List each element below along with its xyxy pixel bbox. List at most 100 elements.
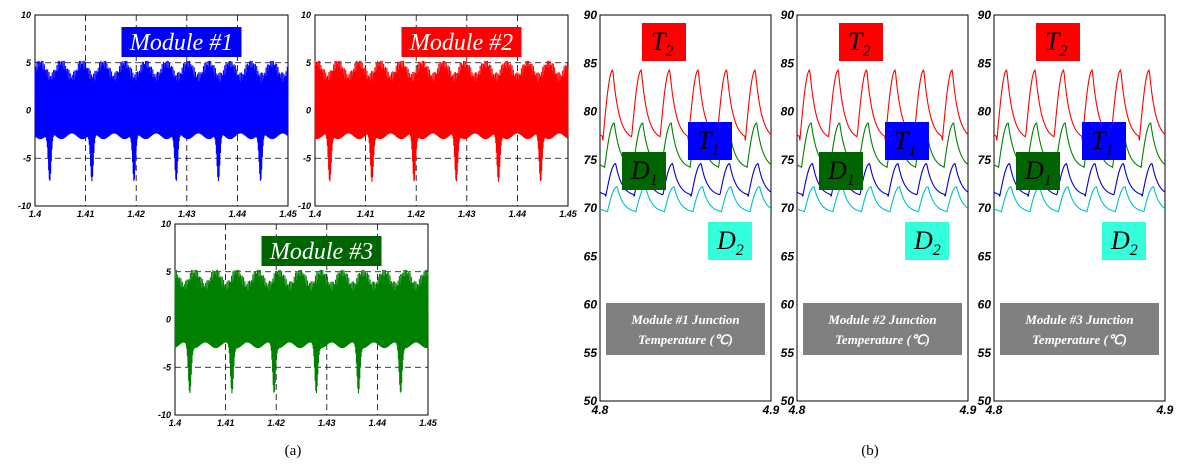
x-tick-label: 4.9 [959,403,977,417]
series-label-t2: T2 [848,27,870,60]
y-tick-label: 50 [781,394,795,408]
junction-temp-label-line2: Temperature (℃) [638,332,733,347]
y-tick-label: -10 [18,201,31,211]
waveform-chart-1: Module #1 1.4 1.41 1.42 1.43 1.44 1.45 10 5 0 -5 -1… [18,10,298,219]
series-line-t1 [599,162,772,197]
y-tick-label: 90 [978,8,992,22]
y-tick-label: 50 [584,394,598,408]
y-tick-label: 80 [978,105,992,119]
y-tick-label: 90 [781,8,795,22]
y-tick-label: 85 [781,56,795,70]
x-tick-label: 1.45 [559,209,578,219]
series-line-t2 [599,68,772,141]
series-label-box-t1 [688,122,732,160]
y-tick-label: 85 [584,56,598,70]
series-line-d2 [993,186,1166,213]
series-label-box-t2 [839,23,883,61]
series-label-d2: D2 [716,226,744,259]
x-tick-label: 4.9 [762,403,780,417]
caption-a: (a) [285,443,302,459]
x-tick-label: 4.8 [985,403,1003,417]
series-label-t2: T2 [651,27,673,60]
junction-temp-label-line2: Temperature (℃) [1032,332,1127,347]
x-tick-label: 1.43 [318,418,336,428]
module-label-box [261,236,382,266]
series-label-box-t2 [642,23,686,61]
series-label-t1: T1 [697,126,719,159]
y-tick-label: 80 [584,105,598,119]
series-label-box-d1 [819,152,863,190]
y-tick-label: 10 [21,10,31,20]
series-line-t1 [993,162,1166,197]
y-tick-label: -10 [298,201,311,211]
series-label-box-d2 [708,222,752,260]
module-label: Module #3 [269,239,373,265]
module-label-box [121,27,242,57]
x-tick-label: 4.8 [591,403,609,417]
temperature-chart-2: 90 85 80 75 70 65 60 55 504.8 4.9 T2 D1 T1 D2 Module #… [781,8,977,417]
y-tick-label: 65 [584,249,598,263]
x-tick-label: 1.41 [357,209,375,219]
x-tick-label: 1.4 [29,209,42,219]
y-tick-label: -10 [158,410,171,420]
x-tick-label: 1.43 [178,209,196,219]
x-tick-label: 4.9 [1156,403,1174,417]
x-tick-label: 1.44 [509,209,527,219]
y-tick-label: 0 [306,106,311,116]
junction-temp-label-line2: Temperature (℃) [835,332,930,347]
y-tick-label: 75 [584,153,598,167]
x-tick-label: 4.8 [788,403,806,417]
y-tick-label: 60 [584,298,598,312]
series-label-t1: T1 [1091,126,1113,159]
series-label-box-d1 [622,152,666,190]
series-label-d1: D1 [1024,156,1052,189]
series-label-t2: T2 [1045,27,1067,60]
series-line-t2 [796,68,969,141]
waveform-series [34,60,289,182]
y-tick-label: -5 [163,362,172,372]
module-label: Module #1 [129,30,233,56]
junction-temp-label-box [1000,303,1159,355]
y-tick-label: 65 [781,249,795,263]
x-tick-label: 1.45 [279,209,298,219]
series-line-d2 [796,186,969,213]
x-tick-label: 1.45 [419,418,438,428]
junction-temp-label-box [803,303,962,355]
series-label-box-t1 [1082,122,1126,160]
series-label-box-t1 [885,122,929,160]
y-tick-label: 5 [26,58,32,68]
y-tick-label: 70 [584,201,598,215]
y-tick-label: 70 [978,201,992,215]
y-tick-label: 80 [781,105,795,119]
series-label-box-d2 [905,222,949,260]
y-tick-label: 55 [781,346,795,360]
waveform-chart-2: Module #2 1.4 1.41 1.42 1.43 1.44 1.45 10 5 0 -5 -1… [298,10,578,219]
x-tick-label: 1.42 [127,209,145,219]
waveform-series [314,60,569,182]
x-tick-label: 1.41 [77,209,95,219]
y-tick-label: 10 [161,219,171,229]
y-tick-label: 5 [166,267,172,277]
y-tick-label: 50 [978,394,992,408]
y-tick-label: 5 [306,58,312,68]
y-tick-label: 10 [301,10,311,20]
y-tick-label: 0 [166,315,171,325]
x-tick-label: 1.44 [369,418,387,428]
waveform-chart-3: Module #3 1.4 1.41 1.42 1.43 1.44 1.45 10 5 0 -5 -1… [158,219,438,428]
y-tick-label: 60 [978,298,992,312]
y-tick-label: 0 [26,106,31,116]
series-label-d1: D1 [827,156,855,189]
junction-temp-label-line1: Module #2 Junction [827,312,936,327]
temperature-chart-1: 90 85 80 75 70 65 60 55 504.8 4.9 T2 D1 T1 D2 Module #… [584,8,780,417]
waveform-series [174,269,429,394]
series-line-t2 [993,68,1166,141]
y-tick-label: 90 [584,8,598,22]
series-label-d2: D2 [913,226,941,259]
series-label-box-d1 [1016,152,1060,190]
y-tick-label: 85 [978,56,992,70]
y-tick-label: 65 [978,249,992,263]
y-tick-label: 60 [781,298,795,312]
y-tick-label: 75 [781,153,795,167]
x-tick-label: 1.4 [309,209,322,219]
